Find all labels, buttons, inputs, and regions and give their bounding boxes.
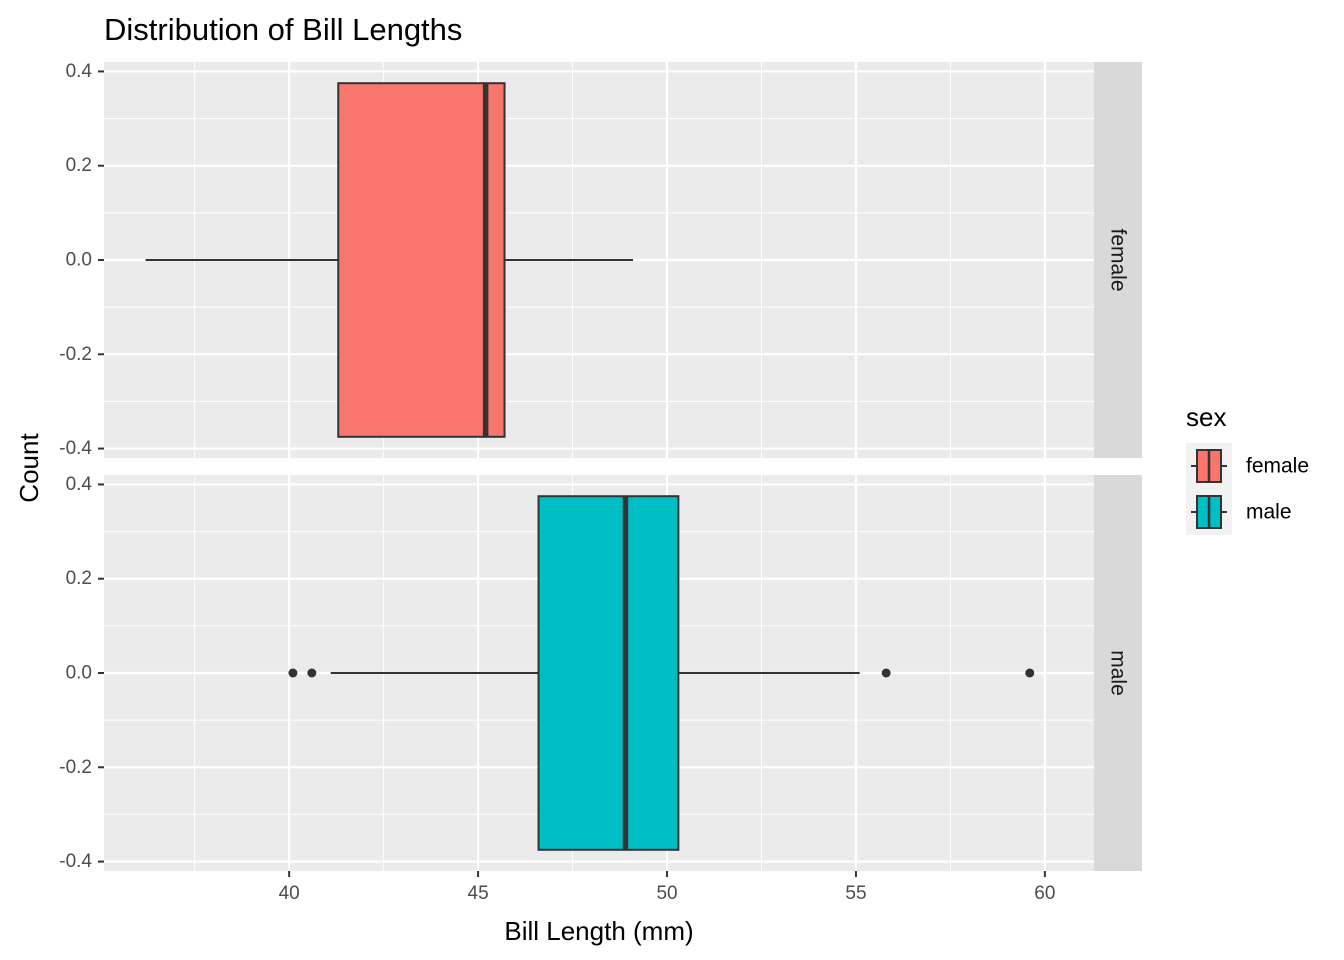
y-tick-label: 0.2 bbox=[66, 155, 92, 176]
strip-label: female bbox=[1107, 228, 1130, 291]
y-tick-label: -0.2 bbox=[59, 757, 92, 778]
outlier-point bbox=[881, 668, 891, 678]
panel-male: male 0.4 0.2 0.0 -0.2 -0.4 40 45 50 55 60 bbox=[59, 474, 1142, 904]
y-tick-label: -0.4 bbox=[59, 851, 92, 872]
box-female bbox=[337, 82, 506, 438]
panel-female: female 0.4 0.2 0.0 -0.2 -0.4 bbox=[59, 61, 1142, 459]
y-tick-label: 0.2 bbox=[66, 568, 92, 589]
y-tick-label: 0.4 bbox=[66, 474, 93, 495]
legend-item-female: female bbox=[1186, 443, 1309, 489]
legend-label: female bbox=[1246, 455, 1309, 478]
x-tick-label: 40 bbox=[279, 883, 300, 904]
y-axis-label: Count bbox=[14, 433, 44, 503]
strip-label: male bbox=[1107, 650, 1130, 696]
legend: sex female male bbox=[1186, 402, 1309, 535]
outlier-point bbox=[288, 668, 298, 678]
legend-item-male: male bbox=[1186, 489, 1292, 535]
box-male bbox=[537, 495, 680, 851]
y-tick-label: 0.0 bbox=[66, 663, 92, 684]
legend-label: male bbox=[1246, 501, 1292, 524]
outlier-point bbox=[1025, 668, 1035, 678]
y-tick-label: -0.4 bbox=[59, 438, 92, 459]
y-tick-label: 0.0 bbox=[66, 250, 92, 271]
legend-title: sex bbox=[1186, 402, 1226, 432]
x-tick-label: 45 bbox=[468, 883, 489, 904]
y-tick-label: -0.2 bbox=[59, 344, 92, 365]
x-tick-label: 50 bbox=[656, 883, 677, 904]
y-tick-label: 0.4 bbox=[66, 61, 93, 82]
x-axis-label: Bill Length (mm) bbox=[504, 916, 693, 946]
chart-title: Distribution of Bill Lengths bbox=[104, 12, 462, 47]
strip-male bbox=[1094, 475, 1142, 871]
x-tick-label: 60 bbox=[1034, 883, 1055, 904]
x-tick-label: 55 bbox=[845, 883, 866, 904]
outlier-point bbox=[307, 668, 317, 678]
strip-female bbox=[1094, 62, 1142, 458]
